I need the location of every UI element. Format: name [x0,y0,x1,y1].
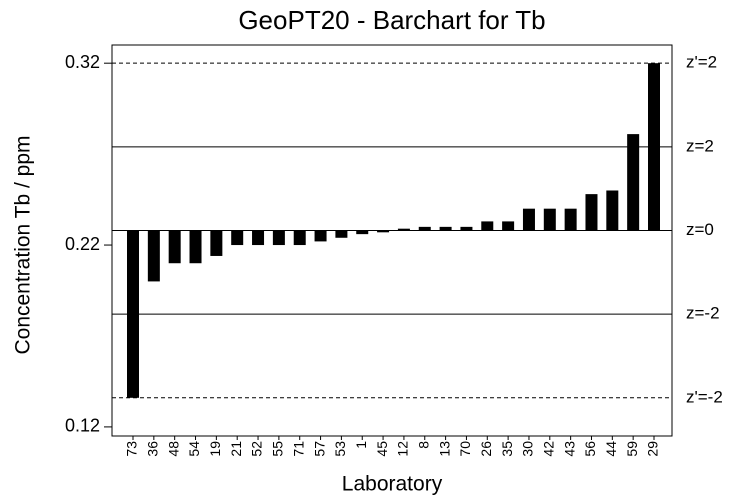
reference-label: z=-2 [686,304,720,323]
bar [606,190,619,231]
bar [210,230,223,256]
x-tick-label: 48 [165,441,181,457]
x-tick-label: 26 [478,441,494,457]
x-tick-label: 55 [270,441,286,457]
x-tick-label: 29 [645,441,661,457]
bar [627,134,640,231]
bar [543,208,556,231]
bar [460,226,473,231]
x-tick-label: 53 [332,441,348,457]
reference-label: z=2 [686,136,714,155]
x-tick-label: 36 [145,441,161,457]
x-tick-label: 21 [228,441,244,457]
x-tick-label: 57 [311,441,327,457]
bar [522,208,535,231]
bar [585,194,598,231]
bar [168,230,181,264]
bar [397,228,410,231]
x-tick-label: 13 [436,441,452,457]
bar [439,226,452,231]
x-tick-label: 44 [603,441,619,457]
x-tick-label: 42 [541,441,557,457]
x-tick-label: 45 [374,441,390,457]
bar [564,208,577,231]
x-tick-label: 30 [520,441,536,457]
bar [314,230,327,242]
bar [252,230,265,246]
y-tick-label: 0.12 [65,416,100,436]
bar [127,230,139,398]
x-tick-label: 73 [124,441,140,457]
bar [356,230,369,235]
x-tick-label: 1 [353,441,369,449]
x-tick-label: 52 [249,441,265,457]
x-tick-label: 43 [561,441,577,457]
x-tick-label: 71 [290,441,306,457]
bar [147,230,160,282]
bar [272,230,285,246]
x-tick-label: 59 [624,441,640,457]
bar [377,230,390,233]
x-axis-label: Laboratory [342,473,443,496]
bar [231,230,244,246]
x-tick-label: 35 [499,441,515,457]
plot-frame [111,44,673,437]
x-tick-label: 19 [207,441,223,457]
x-tick-label: 56 [582,441,598,457]
y-axis-label: Concentration Tb / ppm [12,135,35,354]
x-tick-label: 8 [415,441,431,449]
bar [481,221,494,231]
x-tick-label: 70 [457,441,473,457]
bar [189,230,202,264]
bar [648,63,660,231]
chart-title: GeoPT20 - Barchart for Tb [238,5,545,35]
bar [418,226,431,231]
reference-label: z'=2 [686,53,717,72]
bar [293,230,306,246]
y-tick-label: 0.32 [65,52,100,72]
bar [502,221,515,231]
reference-label: z'=-2 [686,387,723,406]
bar [335,230,348,238]
x-tick-label: 12 [395,441,411,457]
reference-label: z=0 [686,220,714,239]
x-tick-label: 54 [186,441,202,457]
y-tick-label: 0.22 [65,234,100,254]
